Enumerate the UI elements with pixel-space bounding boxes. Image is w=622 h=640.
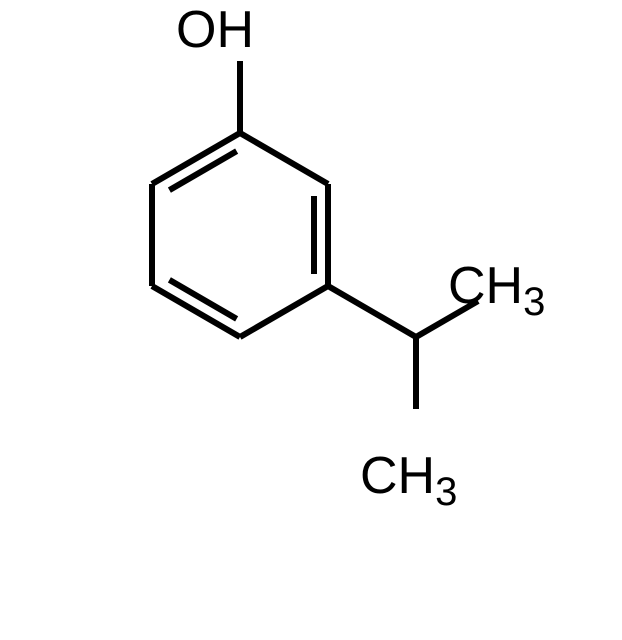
label-ch3-bot: CH3	[360, 447, 457, 514]
bond-line	[328, 286, 416, 337]
bond-line	[240, 286, 328, 337]
molecule-diagram: OH CH3 CH3	[0, 0, 622, 640]
label-ch3-top: CH3	[448, 257, 545, 324]
label-oh: OH	[176, 1, 254, 59]
bond-line	[240, 133, 328, 184]
